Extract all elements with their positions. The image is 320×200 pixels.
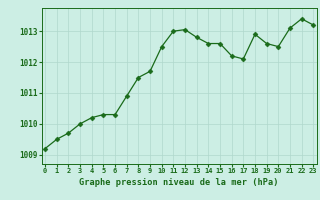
- X-axis label: Graphe pression niveau de la mer (hPa): Graphe pression niveau de la mer (hPa): [79, 178, 279, 187]
